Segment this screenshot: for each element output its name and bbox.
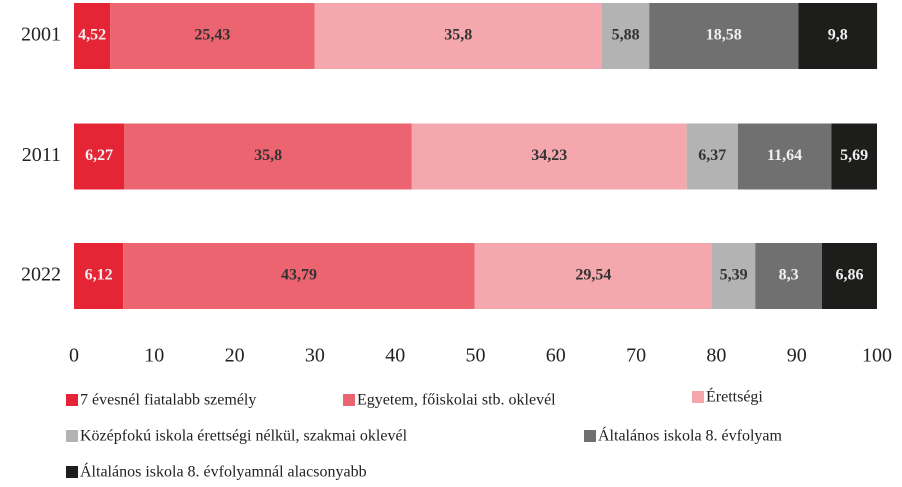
legend-label: 7 évesnél fiatalabb személy — [80, 392, 256, 409]
bar-segment — [737, 123, 832, 190]
bar-segment — [123, 243, 475, 309]
bar-segment — [474, 243, 712, 309]
data-label: 8,3 — [779, 267, 799, 284]
data-label: 5,39 — [720, 267, 748, 284]
bar-segment — [798, 3, 878, 69]
data-label: 6,27 — [85, 147, 113, 164]
legend-label: Középfokú iskola érettségi nélkül, szakm… — [80, 428, 408, 445]
bar-segment — [110, 3, 315, 69]
bar-segment — [74, 243, 124, 309]
data-label: 18,58 — [706, 27, 742, 44]
data-label: 29,54 — [575, 267, 611, 284]
data-label: 6,12 — [85, 267, 113, 284]
legend-swatch — [66, 466, 78, 478]
data-label: 6,37 — [698, 147, 726, 164]
legend-label: Általános iskola 8. évfolyam — [598, 426, 783, 445]
x-tick-label: 100 — [862, 345, 892, 367]
y-tick-label: 2011 — [22, 144, 61, 166]
x-tick-label: 30 — [305, 345, 325, 367]
x-tick-label: 20 — [225, 345, 245, 367]
legend-swatch — [343, 394, 355, 406]
data-label: 25,43 — [194, 27, 230, 44]
bar-segment — [711, 243, 756, 309]
bar-segment — [411, 123, 687, 190]
x-tick-label: 80 — [706, 345, 726, 367]
x-tick-label: 0 — [69, 345, 79, 367]
bar-segment — [124, 123, 412, 190]
x-tick-label: 60 — [546, 345, 566, 367]
data-label: 9,8 — [828, 27, 848, 44]
legend-label: Érettségi — [706, 387, 763, 406]
data-label: 11,64 — [767, 147, 802, 164]
bar-segment — [649, 3, 799, 69]
data-label: 5,69 — [840, 147, 868, 164]
legend-swatch — [66, 430, 78, 442]
data-label: 34,23 — [531, 147, 567, 164]
y-tick-label: 2022 — [21, 264, 61, 286]
data-label: 4,52 — [78, 27, 106, 44]
bar-segment — [821, 243, 877, 309]
legend-swatch — [66, 394, 78, 406]
data-label: 43,79 — [281, 267, 317, 284]
legend-label: Általános iskola 8. évfolyamnál alacsony… — [80, 462, 367, 481]
bar-segment — [601, 3, 650, 69]
y-tick-label: 2001 — [21, 24, 61, 46]
x-tick-label: 40 — [385, 345, 405, 367]
bar-segment — [74, 123, 125, 190]
bar-segment — [314, 3, 602, 69]
legend-swatch — [584, 430, 596, 442]
x-tick-label: 90 — [787, 345, 807, 367]
bar-segment — [755, 243, 822, 309]
x-tick-label: 70 — [626, 345, 646, 367]
bar-segment — [686, 123, 738, 190]
data-label: 35,8 — [444, 27, 472, 44]
data-label: 5,88 — [612, 27, 640, 44]
legend-swatch — [692, 391, 704, 403]
bar-segment — [74, 3, 111, 69]
x-tick-label: 10 — [144, 345, 164, 367]
legend-label: Egyetem, főiskolai stb. oklevél — [357, 392, 556, 409]
bar-segment — [831, 123, 877, 190]
x-tick-label: 50 — [466, 345, 486, 367]
data-label: 35,8 — [254, 147, 282, 164]
data-label: 6,86 — [835, 267, 863, 284]
